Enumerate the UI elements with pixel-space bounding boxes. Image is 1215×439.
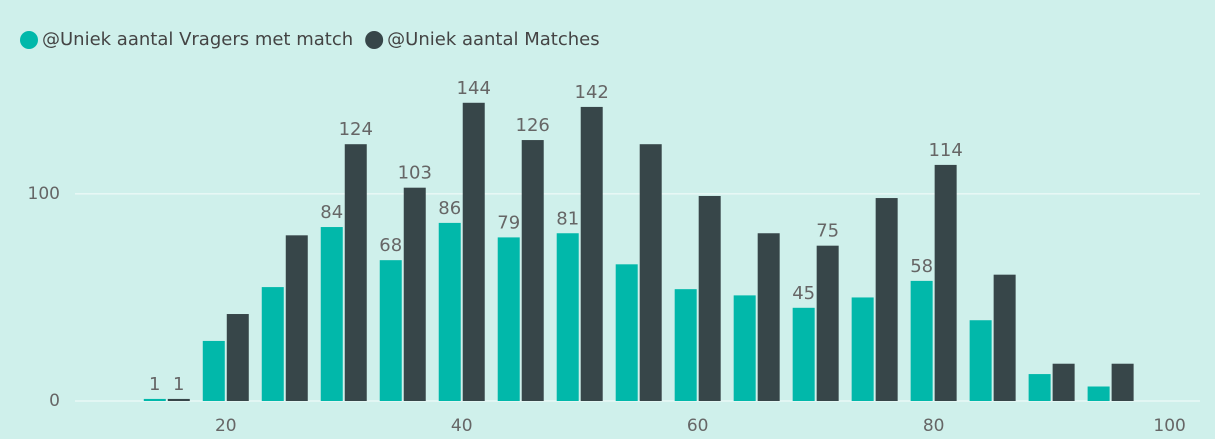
data-label: 45 (792, 283, 815, 304)
data-label: 144 (457, 78, 491, 99)
y-tick-label: 100 (28, 184, 60, 204)
bar (698, 195, 721, 401)
bar (851, 297, 874, 401)
data-label: 79 (497, 212, 520, 233)
bar (1087, 386, 1110, 401)
bar (556, 233, 579, 401)
bar (403, 187, 426, 401)
bar (580, 106, 603, 401)
bar (344, 144, 367, 401)
bar (521, 140, 544, 402)
data-label: 58 (910, 256, 933, 277)
x-tick-label: 20 (215, 416, 237, 436)
data-label: 124 (339, 119, 373, 140)
bar (438, 222, 461, 401)
bar (202, 340, 225, 401)
bar (733, 295, 756, 401)
data-label: 126 (516, 115, 550, 136)
bar (167, 398, 190, 401)
bar (462, 102, 485, 402)
x-tick-label: 100 (1153, 416, 1185, 436)
bar (1028, 374, 1051, 401)
bar (1052, 363, 1075, 401)
legend-swatch (20, 31, 38, 49)
bar (615, 264, 638, 401)
data-label: 68 (379, 235, 402, 256)
data-label: 1 (173, 374, 184, 395)
bar (226, 314, 249, 401)
legend: @Uniek aantal Vragers met match @Uniek aa… (20, 29, 600, 50)
bar (934, 164, 957, 401)
bar (1111, 363, 1134, 401)
legend-label: @Uniek aantal Vragers met match (42, 29, 353, 50)
y-tick-label: 0 (49, 391, 60, 411)
bar (143, 398, 166, 401)
data-label: 75 (816, 221, 839, 242)
bar (285, 235, 308, 401)
bar (993, 274, 1016, 401)
x-tick-label: 60 (687, 416, 709, 436)
data-label: 142 (575, 82, 609, 103)
data-label: 103 (398, 163, 432, 184)
legend-label: @Uniek aantal Matches (387, 29, 599, 50)
bar (757, 233, 780, 401)
bar (261, 287, 284, 401)
bar (320, 227, 343, 401)
bar (875, 198, 898, 401)
bar (910, 280, 933, 401)
bar (969, 320, 992, 401)
bar (792, 307, 815, 401)
data-label: 84 (320, 202, 343, 223)
bar (674, 289, 697, 401)
bar (816, 245, 839, 401)
data-label: 81 (556, 208, 579, 229)
x-tick-label: 80 (923, 416, 945, 436)
legend-swatch (365, 31, 384, 49)
bar (639, 144, 662, 401)
bar (379, 260, 402, 401)
data-label: 86 (438, 198, 461, 219)
data-label: 114 (928, 140, 962, 161)
bar (497, 237, 520, 401)
x-tick-label: 40 (451, 416, 473, 436)
data-label: 1 (149, 374, 160, 395)
